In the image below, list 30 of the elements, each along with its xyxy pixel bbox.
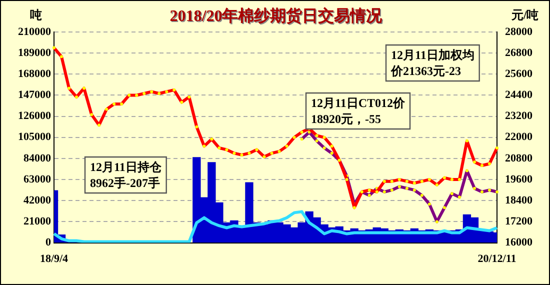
y-tick-label: 0 [46,236,52,249]
y2-tick-label: 24400 [505,89,533,102]
y2-tick-label: 26800 [505,46,533,59]
y2-tick-label: 20800 [505,152,533,164]
y2-tick-label: 17200 [505,216,533,228]
y-tick-label: 168000 [18,68,52,80]
y-tick-label: 210000 [18,26,52,38]
y2-tick-label: 28000 [505,26,533,38]
y-axis-title: 吨 [30,8,42,22]
y-tick-label: 147000 [18,89,52,102]
y2-axis-title: 元/吨 [510,8,539,22]
y-tick-label: 63000 [24,173,52,186]
y-tick-label: 126000 [18,110,52,122]
y-tick-label: 105000 [18,131,52,144]
annotation: 12月11日持仓8962手-207手 [90,160,162,190]
y2-tick-label: 25600 [505,68,533,80]
y2-tick-label: 19600 [505,173,533,186]
x-tick-label: 18/9/4 [40,253,69,266]
annotation: 12月11日加权均价21363元-23 [390,48,474,78]
y-tick-label: 42000 [24,194,52,206]
y2-tick-label: 22000 [505,131,533,144]
y-tick-label: 84000 [24,152,52,164]
chart-title: 2018/20年棉纱期货日交易情况 [170,7,384,26]
y2-tick-label: 23200 [505,110,533,122]
y-tick-label: 189000 [18,46,52,59]
y-tick-label: 21000 [24,216,52,228]
y2-tick-label: 16000 [505,236,533,249]
x-tick-label: 20/12/11 [478,253,516,266]
y2-tick-label: 18400 [505,194,533,206]
annotation: 12月11日CT012价18920元，-55 [311,96,406,126]
